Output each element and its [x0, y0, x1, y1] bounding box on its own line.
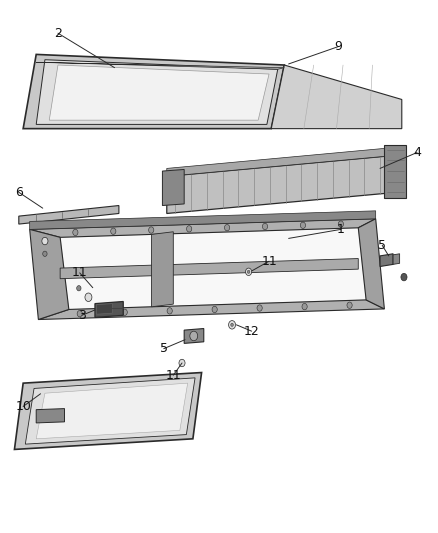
- Circle shape: [42, 237, 48, 245]
- Polygon shape: [162, 169, 184, 206]
- Circle shape: [338, 221, 343, 227]
- Circle shape: [257, 305, 262, 311]
- Polygon shape: [30, 229, 69, 319]
- Circle shape: [302, 303, 307, 310]
- Text: 5: 5: [378, 239, 386, 252]
- Circle shape: [111, 228, 116, 235]
- Polygon shape: [380, 254, 393, 266]
- Circle shape: [73, 229, 78, 236]
- Circle shape: [229, 320, 236, 329]
- Circle shape: [347, 302, 352, 309]
- Polygon shape: [36, 62, 284, 69]
- Circle shape: [43, 251, 47, 256]
- Circle shape: [77, 311, 82, 317]
- Circle shape: [262, 223, 268, 230]
- Circle shape: [231, 323, 233, 326]
- Polygon shape: [271, 65, 402, 128]
- Circle shape: [167, 308, 172, 314]
- Circle shape: [401, 273, 407, 281]
- Polygon shape: [25, 378, 195, 444]
- Circle shape: [187, 225, 192, 232]
- Text: 4: 4: [413, 146, 421, 159]
- Text: 11: 11: [72, 266, 88, 279]
- Polygon shape: [60, 228, 366, 310]
- Polygon shape: [36, 383, 187, 439]
- Text: 5: 5: [160, 342, 168, 355]
- Polygon shape: [36, 409, 64, 423]
- Polygon shape: [167, 147, 397, 176]
- Text: 9: 9: [335, 40, 343, 53]
- Polygon shape: [14, 373, 201, 449]
- Text: 12: 12: [244, 325, 260, 338]
- Polygon shape: [184, 328, 204, 343]
- Polygon shape: [95, 302, 123, 317]
- Text: 3: 3: [78, 309, 86, 322]
- Text: 11: 11: [166, 369, 181, 382]
- Polygon shape: [385, 144, 406, 198]
- Polygon shape: [39, 300, 385, 319]
- Circle shape: [212, 306, 217, 313]
- Polygon shape: [96, 304, 113, 314]
- Polygon shape: [19, 206, 119, 224]
- Polygon shape: [49, 65, 269, 120]
- Circle shape: [85, 293, 92, 302]
- Circle shape: [148, 227, 154, 233]
- Circle shape: [77, 286, 81, 291]
- Text: 6: 6: [15, 186, 23, 199]
- Circle shape: [179, 359, 185, 367]
- Polygon shape: [60, 259, 358, 279]
- Circle shape: [246, 268, 252, 276]
- Circle shape: [122, 309, 127, 316]
- Polygon shape: [152, 232, 173, 307]
- Text: 1: 1: [337, 223, 345, 236]
- Circle shape: [190, 331, 198, 341]
- Circle shape: [224, 224, 230, 231]
- Polygon shape: [36, 60, 278, 124]
- Text: 2: 2: [54, 27, 62, 39]
- Polygon shape: [167, 155, 397, 214]
- Polygon shape: [30, 219, 376, 237]
- Circle shape: [247, 270, 250, 273]
- Text: 10: 10: [15, 400, 31, 413]
- Polygon shape: [393, 254, 399, 264]
- Polygon shape: [30, 211, 376, 229]
- Text: 11: 11: [261, 255, 277, 268]
- Polygon shape: [358, 219, 385, 309]
- Circle shape: [300, 222, 306, 229]
- Polygon shape: [23, 54, 284, 128]
